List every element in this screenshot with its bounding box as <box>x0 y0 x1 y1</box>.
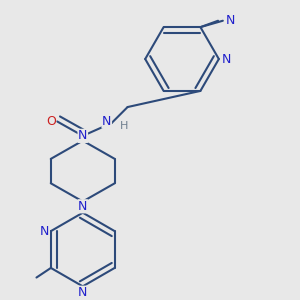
Text: N: N <box>78 286 88 299</box>
Text: N: N <box>222 52 232 65</box>
Text: O: O <box>46 115 56 128</box>
Text: H: H <box>120 121 128 131</box>
Text: N: N <box>78 129 88 142</box>
Text: N: N <box>226 14 236 27</box>
Text: N: N <box>102 115 112 128</box>
Text: N: N <box>40 225 49 238</box>
Text: N: N <box>78 200 88 213</box>
